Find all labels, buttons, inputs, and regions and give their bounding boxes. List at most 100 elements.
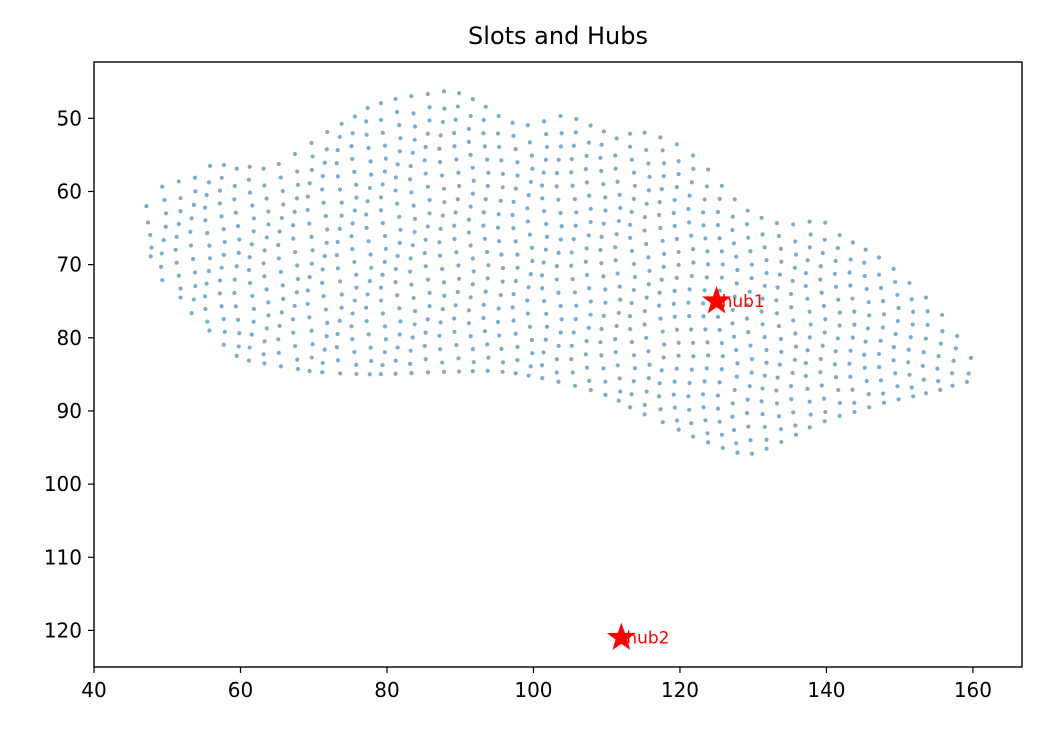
slot-point [762, 245, 767, 250]
slot-point [717, 327, 722, 333]
slot-point [791, 222, 796, 227]
slot-point [339, 305, 344, 310]
slot-point [352, 349, 357, 355]
slot-point [587, 286, 592, 291]
slot-point [498, 198, 503, 203]
slot-point [715, 209, 721, 215]
slot-point [618, 297, 623, 302]
slot-point [746, 330, 751, 335]
slot-point [583, 167, 588, 172]
slot-point [571, 237, 576, 242]
slot-point [383, 337, 388, 342]
slot-point [500, 185, 505, 190]
slot-point [513, 239, 518, 244]
slot-point [412, 216, 418, 221]
slot-point [674, 366, 679, 371]
slot-point [309, 355, 314, 360]
slot-point [556, 250, 561, 255]
slot-point [466, 321, 472, 326]
slot-point [674, 185, 679, 190]
slot-point [777, 272, 782, 277]
slot-point [895, 318, 900, 324]
slot-point [852, 409, 857, 415]
slot-point [730, 214, 735, 219]
slot-point [573, 317, 578, 322]
slot-point [571, 330, 576, 335]
slot-point [266, 300, 271, 305]
slot-point [495, 319, 501, 325]
slot-point [818, 277, 823, 282]
slot-point [764, 446, 769, 451]
slot-point [544, 324, 550, 329]
slot-point [764, 347, 769, 353]
slot-point [438, 226, 443, 232]
slot-point [599, 142, 604, 147]
slot-point [221, 162, 226, 168]
slot-point [366, 145, 371, 151]
slot-point [262, 248, 267, 253]
slot-point [207, 243, 212, 248]
slot-point [734, 254, 739, 259]
slot-point [661, 264, 666, 269]
slot-point [511, 199, 516, 204]
slot-point [881, 312, 887, 317]
slot-point [852, 309, 857, 314]
slot-point [717, 236, 722, 241]
slot-point [334, 161, 339, 166]
slot-point [542, 298, 547, 304]
slot-point [628, 327, 633, 332]
slot-point [540, 376, 545, 381]
slot-point [202, 294, 208, 299]
axis-layer: 40 60 80 100 120 140 160 50 60 70 80 90 100 110 120 [44, 106, 992, 702]
slot-point [632, 366, 638, 371]
slot-point [539, 183, 545, 188]
slot-point [642, 412, 647, 417]
slot-point [701, 405, 706, 410]
slot-point [335, 358, 341, 363]
slot-point [588, 219, 593, 225]
slot-point [791, 410, 796, 415]
slot-point [408, 163, 413, 169]
slot-point [364, 225, 369, 230]
slot-point [847, 361, 852, 366]
slot-point [217, 291, 222, 296]
slot-point [573, 130, 578, 135]
slot-point [204, 192, 209, 198]
slot-point [456, 369, 462, 374]
slot-point [603, 392, 608, 397]
slot-point [251, 229, 256, 234]
slot-point [777, 362, 782, 367]
slot-point [321, 200, 326, 205]
slot-point [441, 280, 447, 285]
slot-point [207, 256, 213, 261]
slot-point [807, 245, 812, 250]
slot-point [339, 200, 344, 205]
slot-point [470, 256, 475, 261]
slot-point [850, 387, 855, 392]
slot-point [559, 317, 564, 322]
slot-point [466, 217, 471, 222]
slot-point [498, 292, 503, 298]
slot-point [745, 208, 750, 213]
slot-point [938, 341, 943, 346]
slot-point [876, 351, 882, 357]
slot-point [891, 345, 896, 350]
slot-point [935, 366, 940, 371]
slot-point [776, 324, 782, 329]
slot-point [423, 330, 428, 335]
slot-point [452, 144, 457, 149]
slot-point [822, 237, 827, 242]
slot-point [378, 208, 384, 213]
slot-point [642, 308, 647, 314]
slot-point [544, 311, 549, 317]
slot-point [325, 227, 330, 232]
slot-point [541, 350, 546, 355]
slot-point [527, 140, 532, 145]
slot-point [309, 167, 314, 172]
slot-point [603, 379, 608, 384]
slot-point [364, 212, 369, 217]
slot-point [511, 292, 516, 297]
slot-point [246, 177, 252, 182]
slot-point [368, 159, 373, 164]
slot-point [616, 398, 621, 403]
